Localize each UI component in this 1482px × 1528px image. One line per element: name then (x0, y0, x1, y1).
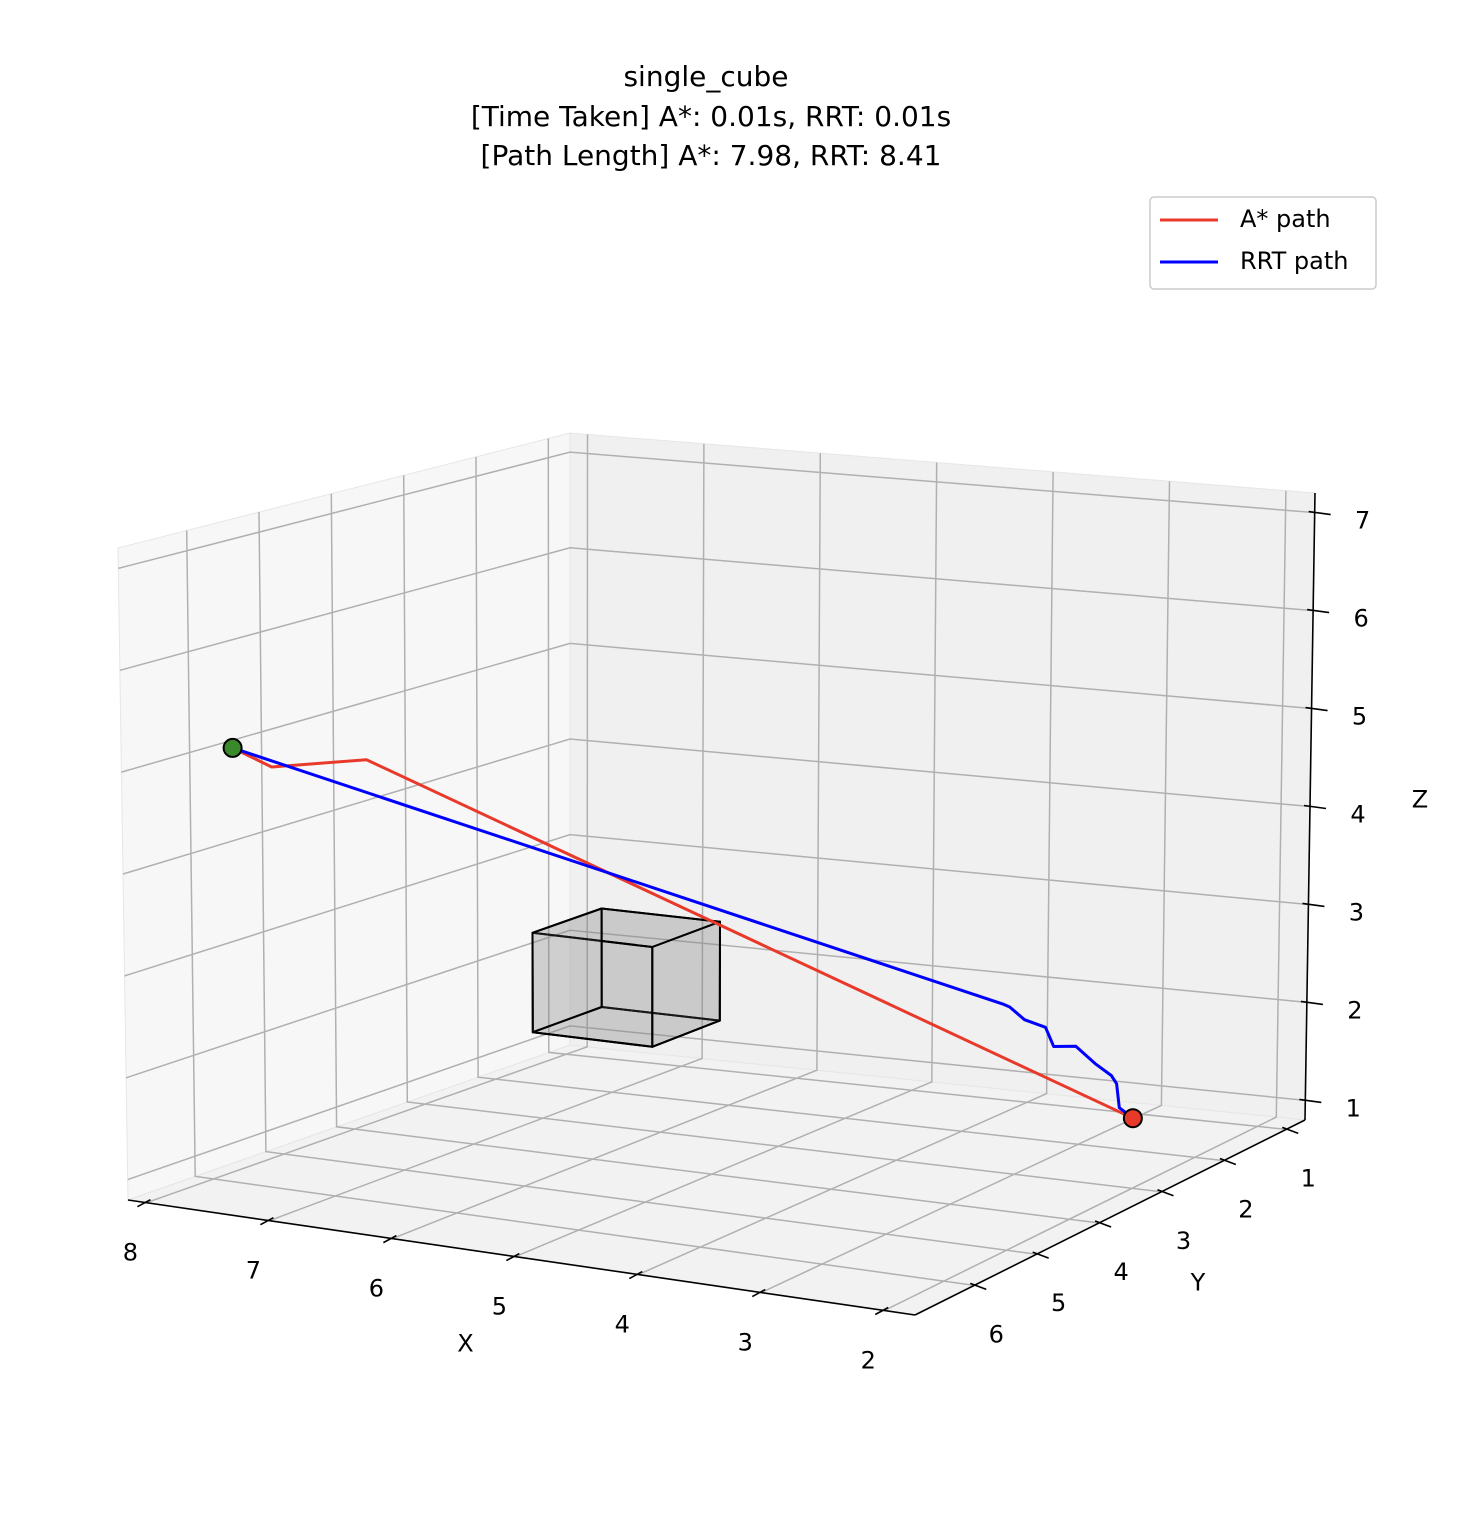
y-tick (1219, 1157, 1237, 1166)
chart-title: single_cube (623, 60, 788, 93)
x-tick (505, 1252, 520, 1262)
z-tick (1308, 510, 1331, 516)
x-tick-label: 6 (369, 1275, 384, 1303)
x-tick-label: 3 (738, 1329, 753, 1357)
legend-label: A* path (1240, 205, 1331, 233)
z-tick (1300, 1000, 1323, 1006)
z-tick (1302, 902, 1325, 908)
grid-line (330, 493, 1100, 1224)
grid-line (125, 929, 1307, 1079)
path-line (231, 746, 1134, 1120)
x-tick-label: 7 (246, 1257, 261, 1285)
z-tick-label: 4 (1350, 801, 1365, 829)
grid-line (185, 530, 975, 1287)
z-tick (1307, 608, 1330, 614)
z-tick-label: 2 (1347, 996, 1362, 1024)
y-tick (1157, 1189, 1174, 1197)
x-tick (137, 1198, 151, 1208)
y-axis-label: Y (1190, 1269, 1206, 1297)
x-tick-label: 2 (861, 1347, 876, 1375)
grid-line (258, 512, 1037, 1255)
legend-label: RRT path (1240, 247, 1348, 275)
y-tick-label: 6 (989, 1320, 1004, 1348)
y-tick-label: 5 (1051, 1289, 1066, 1317)
grid-line (118, 451, 1315, 570)
grid-line (269, 443, 705, 1222)
path-line (232, 746, 1134, 1120)
chart-subtitle: [Time Taken] A*: 0.01s, RRT: 0.01s (471, 100, 951, 133)
grid-line (124, 833, 1309, 977)
z-tick (1305, 706, 1328, 712)
z-tick-label: 1 (1346, 1094, 1361, 1122)
grid-line (119, 547, 1314, 672)
grid-line (475, 456, 1224, 1162)
grid-line (547, 438, 1287, 1131)
x-tick (383, 1234, 397, 1244)
z-axis-label: Z (1412, 786, 1428, 814)
z-tick (1303, 804, 1327, 810)
point-marker (222, 737, 243, 758)
obstacle-face (651, 920, 721, 1048)
y-axis (914, 1119, 1306, 1316)
z-tick-label: 3 (1349, 898, 1364, 926)
y-tick (1281, 1126, 1299, 1135)
x-axis-label: X (457, 1330, 473, 1358)
side-pane (117, 432, 571, 1201)
panes (117, 432, 1316, 1316)
z-tick-label: 6 (1353, 605, 1368, 633)
x-axis (127, 1199, 916, 1316)
grid-line (637, 471, 1054, 1276)
y-tick-label: 2 (1238, 1196, 1253, 1224)
x-tick (874, 1306, 889, 1316)
y-tick (1094, 1220, 1112, 1228)
grid-line (760, 481, 1171, 1294)
grid-line (146, 434, 589, 1204)
grid-line (402, 475, 1162, 1193)
grid-line (883, 490, 1287, 1312)
obstacle-face (531, 907, 603, 1034)
x-tick (260, 1216, 274, 1226)
y-tick-label: 3 (1176, 1227, 1191, 1255)
y-tick (969, 1282, 987, 1291)
z-tick-label: 7 (1355, 507, 1370, 535)
grid-line (121, 642, 1312, 773)
x-tick-label: 5 (492, 1293, 507, 1321)
z-tick-label: 5 (1352, 703, 1367, 731)
x-tick-label: 8 (123, 1239, 138, 1267)
x-tick-label: 4 (615, 1311, 630, 1339)
x-tick (751, 1288, 766, 1298)
grid-line (392, 453, 822, 1240)
z-tick (1299, 1098, 1322, 1104)
chart-subtitle: [Path Length] A*: 7.98, RRT: 8.41 (481, 139, 942, 172)
grid-line (127, 1025, 1306, 1181)
y-tick (1032, 1251, 1049, 1259)
y-tick-label: 1 (1301, 1164, 1316, 1192)
grid-line (122, 738, 1311, 875)
y-tick-label: 4 (1113, 1258, 1128, 1286)
x-tick (628, 1270, 643, 1280)
grid-line (515, 462, 938, 1258)
point-marker (1122, 1108, 1143, 1129)
